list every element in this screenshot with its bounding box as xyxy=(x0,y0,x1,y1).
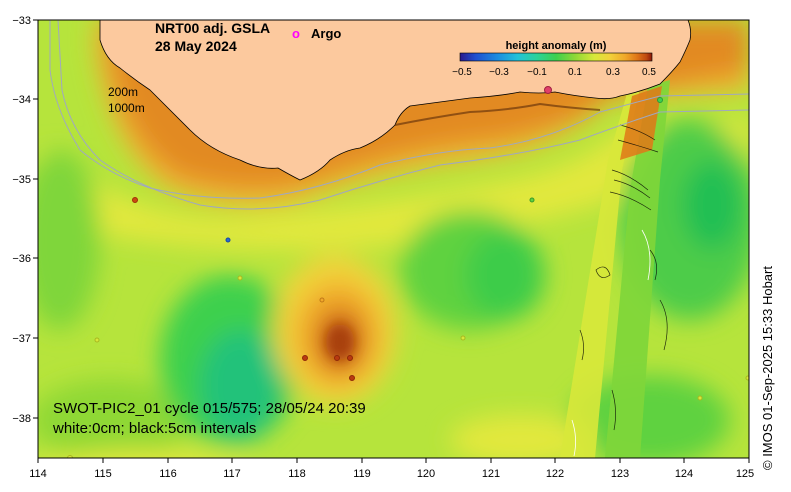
colorbar-tick: −0.1 xyxy=(527,67,547,78)
colorbar-ramp xyxy=(459,52,653,62)
x-tick-label: 124 xyxy=(675,468,693,480)
x-tick-label: 119 xyxy=(353,468,371,480)
x-tick-label: 125 xyxy=(736,468,754,480)
argo-legend: o Argo xyxy=(292,26,341,41)
isobath-label-1000m: 1000m xyxy=(108,101,145,115)
x-tick-label: 114 xyxy=(29,468,47,480)
y-tick-label: −34 xyxy=(12,94,31,106)
coastline-detail xyxy=(394,102,601,126)
colorbar-tick: −0.5 xyxy=(452,67,472,78)
isobath-lines xyxy=(49,20,749,210)
map-title: NRT00 adj. GSLA xyxy=(155,20,270,36)
argo-marker: o xyxy=(292,26,300,41)
y-axis-labels: −33 −34 −35 −36 −37 −38 xyxy=(12,15,31,425)
x-axis-labels: 114 115 116 117 118 119 120 121 122 123 … xyxy=(29,468,754,480)
colorbar-title: height anomaly (m) xyxy=(506,40,607,52)
map-date: 28 May 2024 xyxy=(155,38,237,54)
y-tick-label: −36 xyxy=(12,253,31,265)
y-tick-label: −38 xyxy=(12,413,31,425)
colorbar-tick: 0.3 xyxy=(606,67,620,78)
x-tick-label: 122 xyxy=(546,468,564,480)
x-tick-label: 123 xyxy=(611,468,629,480)
x-tick-label: 117 xyxy=(223,468,241,480)
contour-info: white:0cm; black:5cm intervals xyxy=(52,420,256,437)
isobath-label-200m: 200m xyxy=(108,85,138,99)
swot-swath xyxy=(560,80,670,458)
axis-ticks xyxy=(33,19,750,463)
y-tick-label: −33 xyxy=(12,15,31,27)
y-tick-label: −35 xyxy=(12,174,31,186)
x-tick-label: 121 xyxy=(482,468,500,480)
x-tick-label: 120 xyxy=(417,468,435,480)
y-tick-label: −37 xyxy=(12,333,31,345)
observation-points xyxy=(67,86,749,458)
x-tick-label: 118 xyxy=(288,468,306,480)
colorbar-tick: 0.5 xyxy=(642,67,656,78)
swot-pass-info: SWOT-PIC2_01 cycle 015/575; 28/05/24 20:… xyxy=(53,400,366,417)
x-tick-label: 116 xyxy=(159,468,177,480)
colorbar-tick: 0.1 xyxy=(568,67,582,78)
imos-credit: © IMOS 01-Sep-2025 15:33 Hobart xyxy=(760,266,775,470)
x-tick-label: 115 xyxy=(94,468,112,480)
plot-frame xyxy=(37,19,750,459)
argo-label: Argo xyxy=(311,26,341,41)
colorbar-tick: −0.3 xyxy=(489,67,509,78)
colorbar: height anomaly (m) −0.5 −0.3 −0.1 0.1 0.… xyxy=(452,40,656,78)
